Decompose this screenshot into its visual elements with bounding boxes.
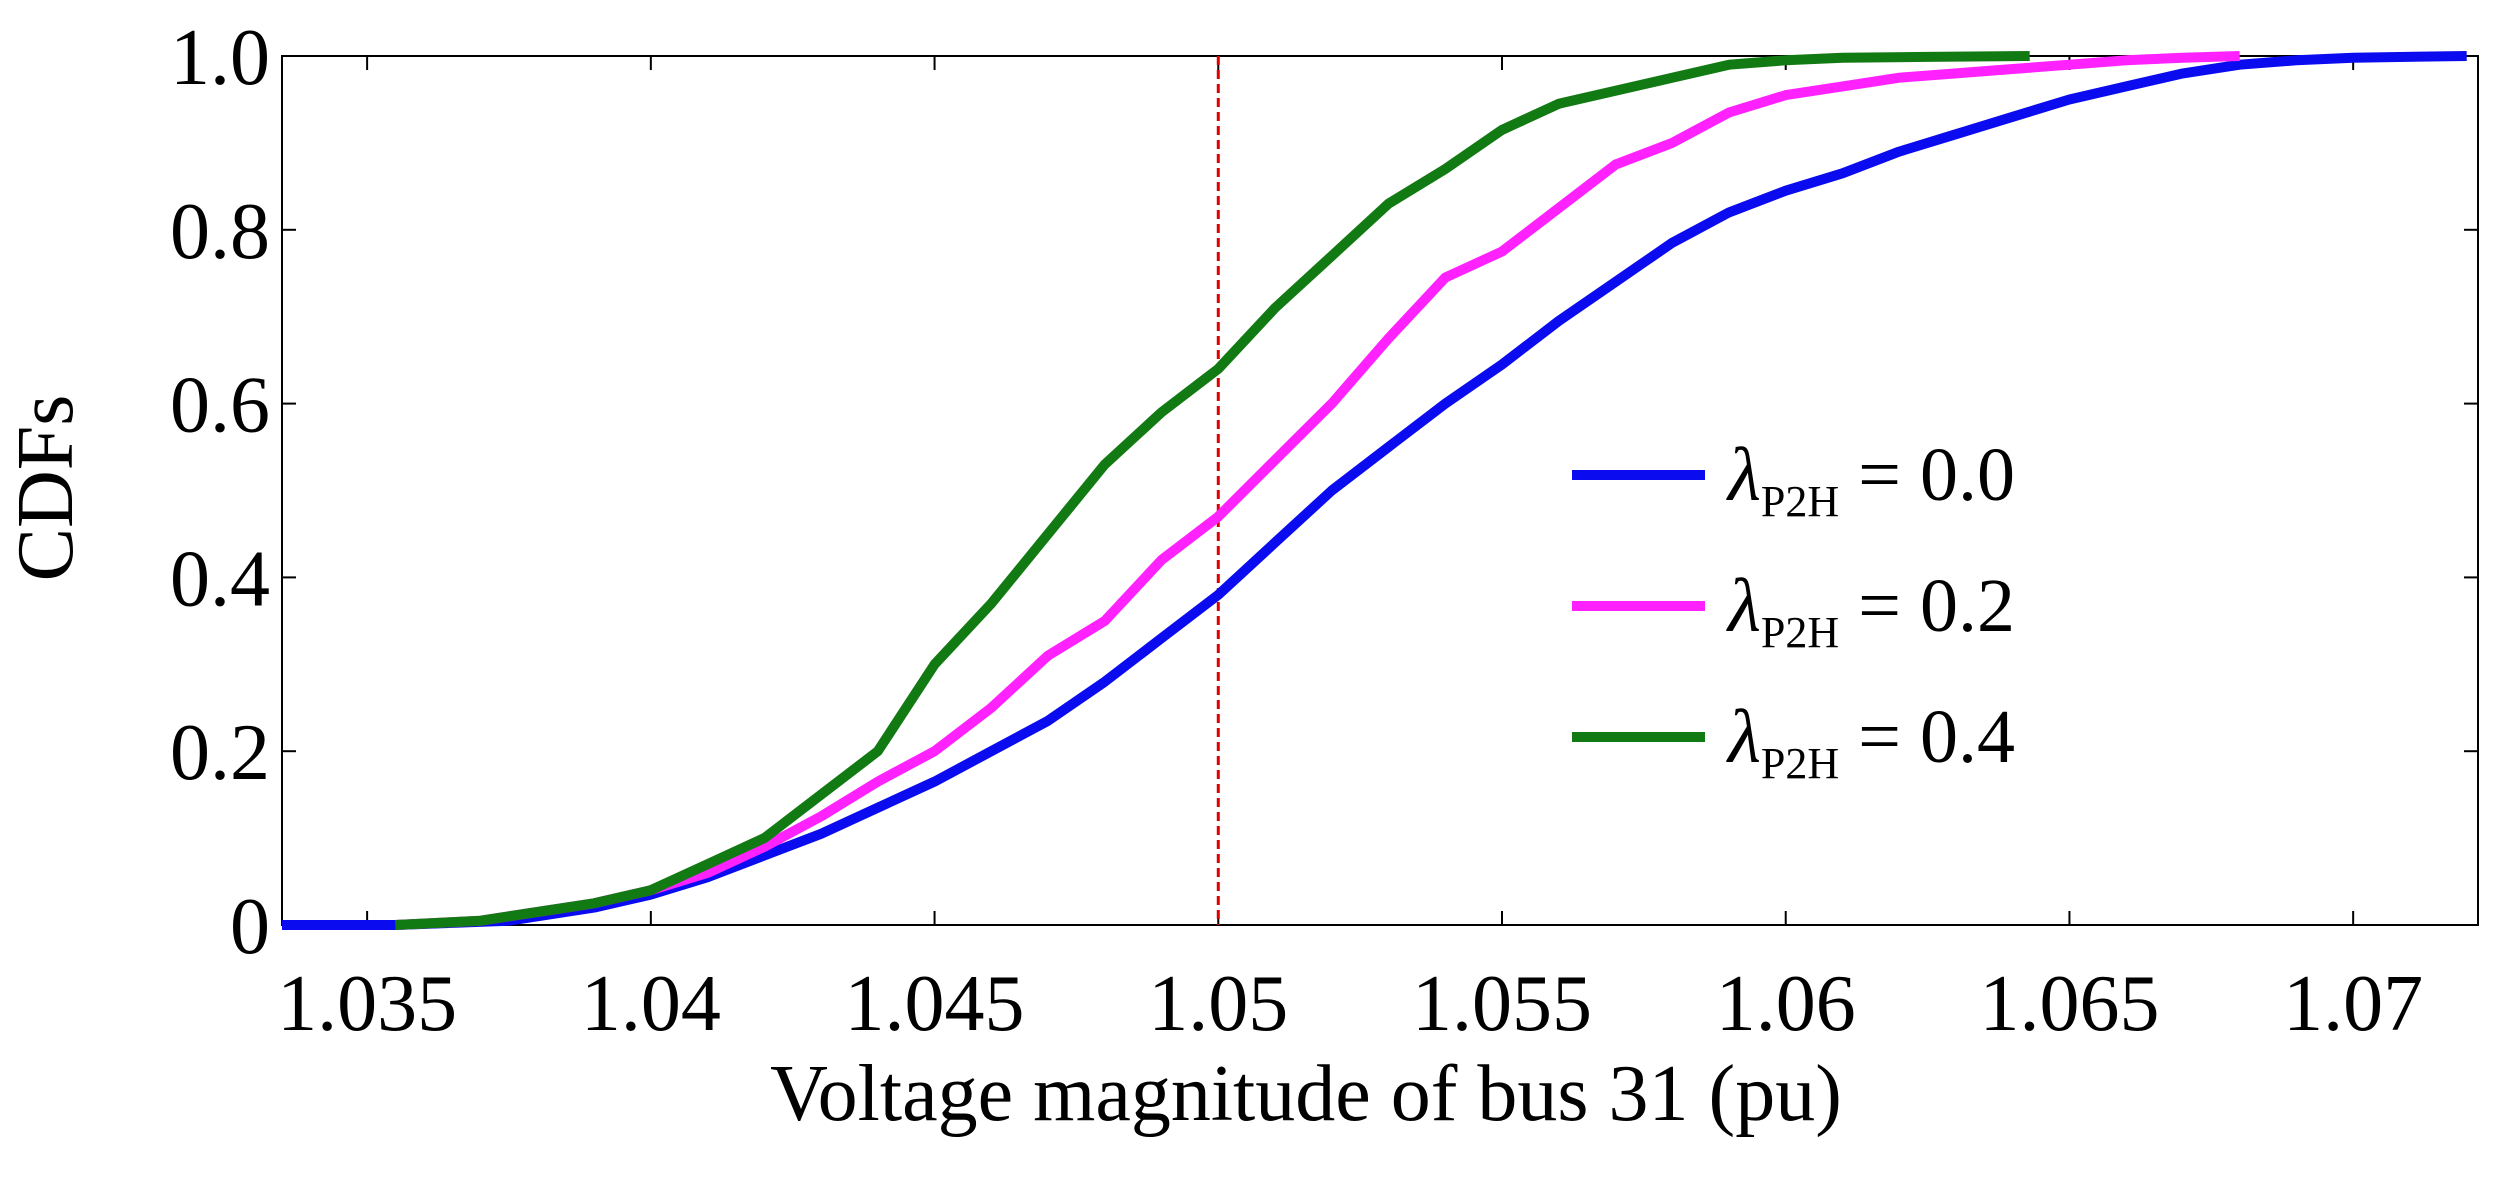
plot-frame	[281, 55, 2479, 926]
y-tick-label: 0.6	[170, 362, 270, 450]
legend: λP2H = 0.0 λP2H = 0.2 λP2H = 0.4	[1572, 433, 2015, 788]
legend-label-0: λP2H = 0.0	[1726, 433, 2015, 526]
series-line-0	[282, 51, 2467, 930]
series-line-1	[395, 51, 2240, 930]
x-tick-label: 1.07	[2283, 960, 2423, 1048]
y-tick-label: 1.0	[170, 14, 270, 102]
y-tick-label: 0	[230, 883, 270, 971]
series-layer	[282, 51, 2467, 930]
y-tick-label: 0.4	[170, 535, 270, 623]
x-tick-label: 1.05	[1148, 960, 1288, 1048]
x-axis-label: Voltage magnitude of bus 31 (pu)	[770, 1050, 1842, 1138]
y-tick-label: 0.8	[170, 188, 270, 276]
x-tick-label: 1.06	[1716, 960, 1856, 1048]
x-tick-label: 1.045	[845, 960, 1025, 1048]
x-tick-label: 1.055	[1412, 960, 1592, 1048]
series-line-2	[395, 51, 2030, 930]
x-tick-label: 1.035	[277, 960, 457, 1048]
y-axis-label: CDFs	[2, 395, 90, 582]
legend-label-2: λP2H = 0.4	[1726, 695, 2015, 788]
axes-layer: 1.035 1.04 1.045 1.05 1.055 1.06 1.065 1.07 0 0.2…	[170, 14, 2479, 1048]
y-tick-label: 0.2	[170, 709, 270, 797]
x-tick-label: 1.04	[581, 960, 721, 1048]
legend-label-1: λP2H = 0.2	[1726, 564, 2015, 657]
x-tick-label: 1.065	[1979, 960, 2159, 1048]
